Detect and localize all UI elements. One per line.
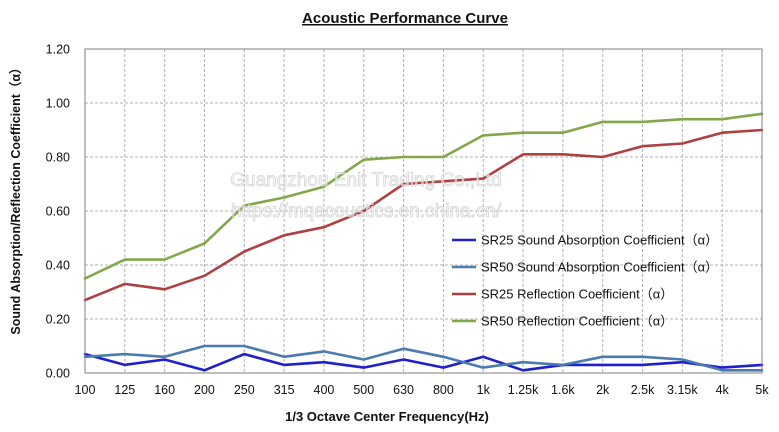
x-tick-label: 2.5k <box>631 383 655 397</box>
series-line-3 <box>83 128 764 302</box>
y-tick-label: 0.80 <box>46 151 70 165</box>
x-tick-label: 5k <box>755 383 769 397</box>
x-tick-label: 1.6k <box>551 383 575 397</box>
x-axis-title: 1/3 Octave Center Frequency(Hz) <box>285 409 489 424</box>
x-tick-label: 100 <box>75 383 96 397</box>
series-lines <box>83 112 764 372</box>
series-line-4 <box>83 112 764 280</box>
axis-ticks: 100 125 160 200 250 315 400 500 630 800 1k 1.25k 1.6… <box>46 43 770 398</box>
x-tick-label: 3.15k <box>667 383 698 397</box>
x-tick-label: 1.25k <box>508 383 539 397</box>
x-tick-label: 160 <box>154 383 175 397</box>
x-tick-label: 800 <box>433 383 454 397</box>
x-tick-label: 500 <box>353 383 374 397</box>
series-line-2 <box>83 344 764 372</box>
x-tick-label: 125 <box>114 383 135 397</box>
plot-border <box>84 48 763 374</box>
x-tick-label: 250 <box>234 383 255 397</box>
x-tick-label: 4k <box>716 383 730 397</box>
watermark-text: https://mqacoustics.en.china.cn/ <box>231 201 502 222</box>
x-tick-label: 2k <box>596 383 610 397</box>
legend-label-2: SR50 Sound Absorption Coefficient（α） <box>481 260 718 275</box>
legend-label-3: SR25 Reflection Coefficient（α） <box>481 287 673 302</box>
x-tick-label: 200 <box>194 383 215 397</box>
legend-label-1: SR25 Sound Absorption Coefficient（α） <box>481 233 718 248</box>
y-tick-label: 0.00 <box>46 367 70 381</box>
y-tick-label: 0.20 <box>46 313 70 327</box>
legend-label-4: SR50 Reflection Coefficient（α） <box>481 314 673 329</box>
chart-title: Acoustic Performance Curve <box>302 10 508 27</box>
y-tick-label: 1.00 <box>46 97 70 111</box>
x-tick-label: 400 <box>314 383 335 397</box>
x-tick-label: 630 <box>393 383 414 397</box>
y-tick-label: 0.60 <box>46 205 70 219</box>
x-tick-label: 315 <box>274 383 295 397</box>
y-tick-label: 1.20 <box>46 43 70 57</box>
x-tick-label: 1k <box>477 383 491 397</box>
grid <box>85 49 762 373</box>
y-tick-label: 0.40 <box>46 259 70 273</box>
legend: SR25 Sound Absorption Coefficient（α） SR50… <box>452 233 718 329</box>
watermark: Guangzhou Enit Trading Co.,Ltd https://mq… <box>230 170 502 223</box>
y-axis-title: Sound Absorption/Reflection Coefficient（… <box>8 61 23 334</box>
watermark-text: Guangzhou Enit Trading Co.,Ltd <box>230 170 501 191</box>
series-line-1 <box>83 352 764 372</box>
